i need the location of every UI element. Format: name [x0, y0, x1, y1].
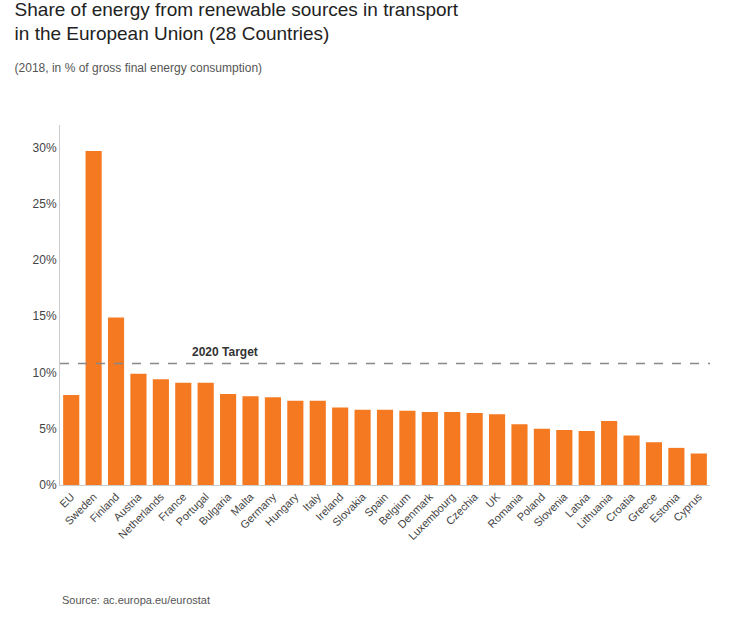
svg-text:Slovenia: Slovenia	[531, 490, 570, 529]
svg-text:EU: EU	[57, 490, 76, 509]
svg-text:Source: ac.europa.eu/eurostat: Source: ac.europa.eu/eurostat	[62, 594, 210, 606]
svg-text:0%: 0%	[39, 478, 57, 492]
svg-text:5%: 5%	[39, 422, 57, 436]
svg-text:Netherlands: Netherlands	[116, 490, 167, 541]
svg-text:2020 Target: 2020 Target	[192, 345, 258, 359]
svg-text:Czechia: Czechia	[443, 490, 480, 527]
svg-text:Luxembourg: Luxembourg	[406, 491, 458, 543]
svg-text:Romania: Romania	[485, 490, 525, 530]
svg-text:Austria: Austria	[111, 490, 144, 523]
svg-text:Sweden: Sweden	[62, 491, 99, 528]
svg-text:Spain: Spain	[362, 491, 390, 519]
svg-text:France: France	[156, 491, 189, 524]
svg-text:Estonia: Estonia	[647, 490, 682, 525]
svg-text:10%: 10%	[33, 366, 57, 380]
svg-text:Ireland: Ireland	[313, 491, 345, 523]
svg-text:Latvia: Latvia	[563, 490, 593, 520]
svg-text:Belgium: Belgium	[376, 491, 413, 528]
svg-text:(2018, in % of gross final ene: (2018, in % of gross final energy consum…	[15, 61, 262, 75]
svg-text:Greece: Greece	[625, 491, 659, 525]
svg-text:Portugal: Portugal	[174, 491, 211, 528]
svg-text:Poland: Poland	[514, 491, 547, 524]
svg-text:Bulgaria: Bulgaria	[196, 490, 234, 528]
svg-text:Cyprus: Cyprus	[671, 490, 704, 523]
svg-text:Lithuania: Lithuania	[574, 490, 615, 531]
svg-text:Slovakia: Slovakia	[330, 490, 369, 529]
svg-text:Malta: Malta	[228, 490, 256, 518]
svg-text:Hungary: Hungary	[263, 490, 301, 528]
svg-text:Denmark: Denmark	[395, 490, 435, 530]
svg-text:Germany: Germany	[238, 490, 279, 531]
svg-text:15%: 15%	[33, 309, 57, 323]
svg-text:UK: UK	[483, 490, 503, 510]
svg-text:Finland: Finland	[87, 491, 121, 525]
svg-text:20%: 20%	[33, 253, 57, 267]
svg-text:Share of energy from renewable: Share of energy from renewable sources i…	[15, 0, 459, 44]
svg-text:Croatia: Croatia	[603, 490, 637, 524]
svg-text:25%: 25%	[33, 197, 57, 211]
svg-text:30%: 30%	[33, 141, 57, 155]
svg-text:Italy: Italy	[300, 490, 323, 513]
